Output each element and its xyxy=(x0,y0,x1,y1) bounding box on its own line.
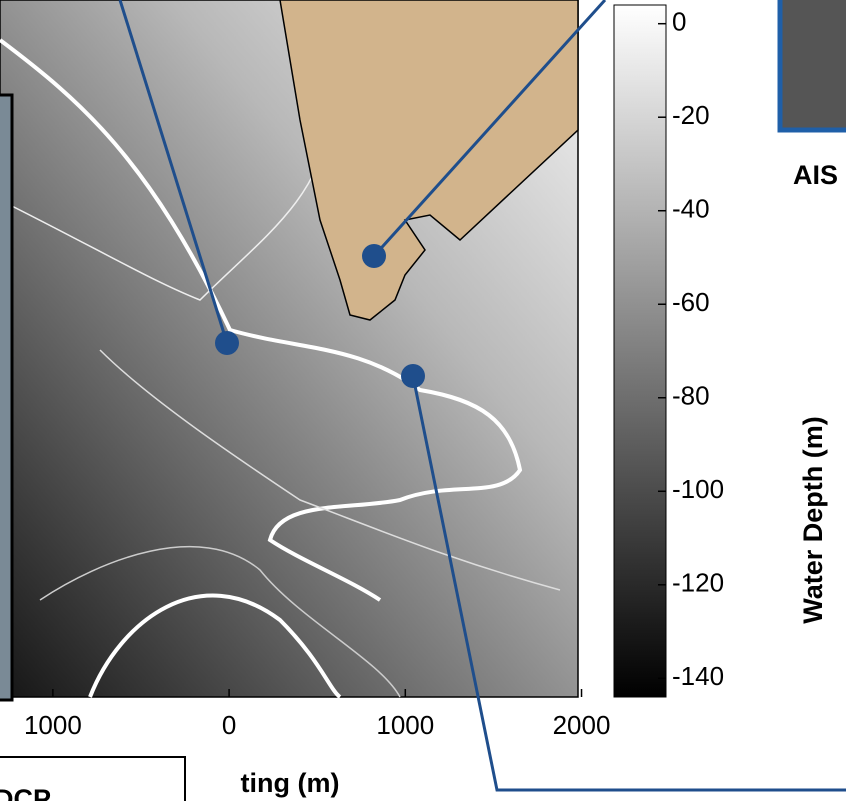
inset-photo xyxy=(0,95,12,700)
colorbar-tick-label: -120 xyxy=(672,568,724,598)
colorbar xyxy=(614,5,666,697)
site-marker[interactable] xyxy=(215,331,239,355)
colorbar-tick-label: -100 xyxy=(672,474,724,504)
annotation: DCP xyxy=(0,784,51,801)
colorbar-tick-label: -40 xyxy=(672,194,710,224)
colorbar-tick-label: 0 xyxy=(672,7,686,37)
x-tick-label: 1000 xyxy=(376,710,434,740)
site-marker[interactable] xyxy=(401,364,425,388)
x-tick-label: 1000 xyxy=(24,710,82,740)
colorbar-tick-label: -80 xyxy=(672,381,710,411)
colorbar-tick-label: -60 xyxy=(672,287,710,317)
figure: ting (m) AIS DCP Water Depth (m) 1000 0 10… xyxy=(0,0,846,801)
page: {"chart_data": {"type": "map", "x_label"… xyxy=(0,0,846,801)
site-marker[interactable] xyxy=(362,244,386,268)
x-tick-label: 2000 xyxy=(553,710,611,740)
colorbar-tick-label: -20 xyxy=(672,100,710,130)
x-axis-label: ting (m) xyxy=(241,768,340,798)
colorbar-tick-label: -140 xyxy=(672,661,724,691)
annotation: AIS xyxy=(793,160,838,190)
inset-photo xyxy=(780,0,846,130)
colorbar-label: Water Depth (m) xyxy=(798,416,828,624)
x-tick-label: 0 xyxy=(222,710,236,740)
